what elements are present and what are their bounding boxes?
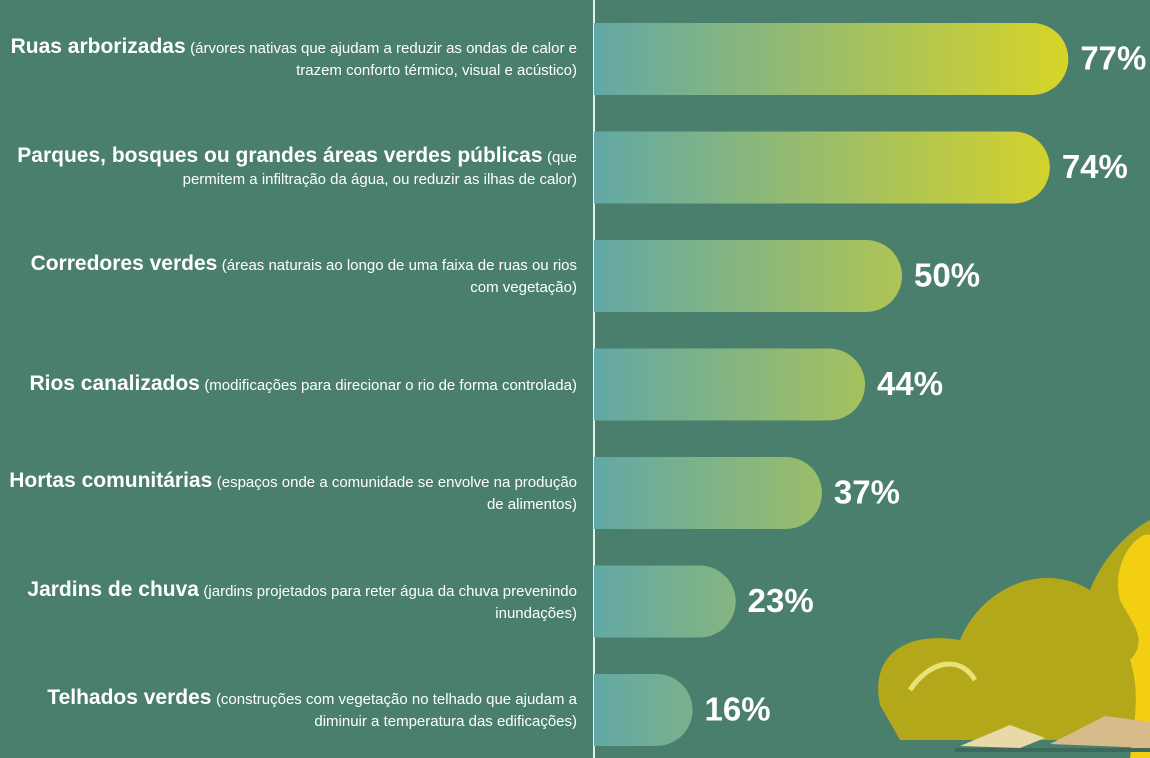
value-label: 16% bbox=[705, 691, 771, 728]
bar bbox=[594, 674, 693, 746]
bar bbox=[594, 132, 1050, 204]
category-description: (árvores nativas que ajudam a reduzir as… bbox=[190, 40, 577, 79]
decoration bbox=[878, 520, 1150, 758]
category-description: (construções com vegetação no telhado qu… bbox=[216, 691, 577, 730]
category-name: Parques, bosques ou grandes áreas verdes… bbox=[17, 144, 542, 167]
category-label: Ruas arborizadas (árvores nativas que aj… bbox=[2, 36, 577, 82]
category-label: Corredores verdes (áreas naturais ao lon… bbox=[2, 253, 577, 299]
bar bbox=[594, 23, 1068, 95]
bar bbox=[594, 349, 865, 421]
category-label: Jardins de chuva (jardins projetados par… bbox=[2, 579, 577, 625]
value-label: 74% bbox=[1062, 148, 1128, 185]
value-label: 37% bbox=[834, 474, 900, 511]
category-name: Telhados verdes bbox=[47, 686, 211, 709]
value-label: 44% bbox=[877, 365, 943, 402]
category-description: (espaços onde a comunidade se envolve na… bbox=[217, 474, 577, 513]
category-name: Hortas comunitárias bbox=[9, 469, 212, 492]
category-description: (modificações para direcionar o rio de f… bbox=[204, 377, 577, 394]
value-label: 50% bbox=[914, 257, 980, 294]
value-label: 77% bbox=[1080, 40, 1146, 77]
category-label: Parques, bosques ou grandes áreas verdes… bbox=[2, 145, 577, 191]
value-label: 23% bbox=[748, 582, 814, 619]
category-name: Ruas arborizadas bbox=[11, 35, 186, 58]
bar bbox=[594, 457, 822, 529]
page: {"chart_data": {"type": "bar", "orientat… bbox=[0, 0, 1150, 758]
category-name: Rios canalizados bbox=[29, 372, 199, 395]
category-label: Rios canalizados (modificações para dire… bbox=[2, 373, 577, 397]
category-description: (jardins projetados para reter água da c… bbox=[203, 583, 577, 622]
bar bbox=[594, 566, 736, 638]
category-description: (áreas naturais ao longo de uma faixa de… bbox=[222, 257, 577, 296]
category-name: Corredores verdes bbox=[31, 252, 218, 275]
bar bbox=[594, 240, 902, 312]
category-name: Jardins de chuva bbox=[27, 578, 199, 601]
category-label: Hortas comunitárias (espaços onde a comu… bbox=[2, 470, 577, 516]
category-label: Telhados verdes (construções com vegetaç… bbox=[2, 687, 577, 733]
